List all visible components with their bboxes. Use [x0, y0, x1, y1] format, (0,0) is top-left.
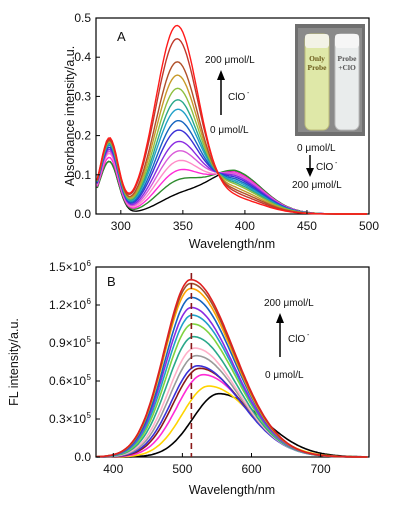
panel-a-ytick-label: 0.2: [74, 129, 91, 143]
panel-a-fall-top: 0 μmol/L: [297, 143, 336, 154]
panel-b-xtick-label: 400: [103, 462, 123, 476]
panel-a-xtick-label: 350: [173, 219, 193, 233]
panel-b-rise-bottom: 0 μmol/L: [265, 370, 304, 381]
panel-b-xtick-label: 600: [241, 462, 261, 476]
panel-a-ytick-label: 0.4: [74, 50, 91, 64]
panel-b-xtick-label: 700: [311, 462, 331, 476]
panel-b-rise-superscript: -: [307, 332, 310, 339]
panel-b-xlabel: Wavelength/nm: [189, 483, 275, 497]
panel-b-ytick-exponent: 5: [87, 411, 92, 420]
panel-a-xtick-label: 400: [235, 219, 255, 233]
panel-a-rise-reagent: ClO: [228, 92, 245, 103]
panel-b-ytick-label: 0.3×10: [49, 412, 86, 426]
panel-a-fall-arrowhead: [306, 168, 314, 177]
panel-a: A 300 350 400 450 500 0.0 0.1 0.2 0.3 0.4 0.5 Wave…: [63, 11, 379, 251]
panel-b-ytick-label: 0.6×10: [49, 374, 86, 388]
vial-left-label-1: Only: [309, 54, 325, 63]
panel-a-xtick-label: 450: [297, 219, 317, 233]
panel-b-series-13: [96, 287, 368, 458]
panel-b-frame: [95, 266, 370, 458]
vial-probe-clo: [334, 33, 360, 131]
panel-a-rise-arrowhead: [217, 70, 225, 80]
panel-b-rise-top: 200 μmol/L: [264, 298, 314, 309]
panel-b-ytick-exponent: 6: [87, 297, 92, 306]
panel-a-frame: [95, 17, 370, 215]
panel-b-ytick-exponent: 6: [87, 259, 92, 268]
panel-a-ylabel: Absorbance intensity/a.u.: [63, 46, 77, 186]
panel-a-fall-bottom: 200 μmol/L: [292, 180, 342, 191]
panel-b-ytick-exponent: 5: [87, 335, 92, 344]
panel-a-ytick-label: 0.5: [74, 11, 91, 25]
panel-a-series-15: [96, 24, 368, 215]
panel-a-ytick-label: 0.1: [74, 168, 91, 182]
panel-b-ytick-label: 0.0: [74, 450, 91, 464]
panel-b-ytick-label: 1.2×10: [49, 298, 86, 312]
vial-left-label-2: Probe: [307, 63, 327, 72]
panel-a-xtick-label: 300: [111, 219, 131, 233]
panel-b-ytick-label: 0.9×10: [49, 336, 86, 350]
panel-b-ytick-exponent: 5: [87, 373, 92, 382]
panel-a-rise-top: 200 μmol/L: [205, 55, 255, 66]
panel-a-ytick-label: 0.3: [74, 89, 91, 103]
panel-a-rise-bottom: 0 μmol/L: [210, 125, 249, 136]
panel-b-series-15: [96, 278, 368, 458]
panel-b-label: B: [107, 274, 116, 289]
panel-a-label: A: [117, 29, 126, 44]
panel-b-rise-reagent: ClO: [288, 334, 305, 345]
vial-only-probe-cap: [305, 34, 329, 48]
panel-b-rise-annotation: 200 μmol/L ClO - 0 μmol/L: [264, 298, 314, 381]
panel-a-fall-superscript: -: [335, 160, 338, 167]
panel-b-xtick-label: 500: [172, 462, 192, 476]
panel-b-rise-arrowhead: [276, 313, 284, 323]
panel-b-ytick-label: 1.5×10: [49, 260, 86, 274]
vial-only-probe: [304, 33, 330, 131]
vial-inset: Only Probe Probe +ClO: [295, 24, 365, 136]
panel-a-xtick-label: 500: [359, 219, 379, 233]
vial-probe-clo-cap: [335, 34, 359, 48]
panel-a-fall-reagent: ClO: [316, 162, 333, 173]
panel-a-rise-superscript: -: [247, 90, 250, 97]
panel-a-curves: [96, 24, 368, 215]
panel-b-curves: [96, 273, 368, 458]
panel-a-ytick-label: 0.0: [74, 207, 91, 221]
panel-a-ticks: 300 350 400 450 500 0.0 0.1 0.2 0.3 0.4 0.5: [74, 11, 379, 233]
panel-b-ylabel: FL intensity/a.u.: [7, 318, 21, 406]
panel-a-fall-annotation: 0 μmol/L ClO - 200 μmol/L: [292, 143, 342, 191]
panel-a-xlabel: Wavelength/nm: [189, 237, 275, 251]
vial-right-label-1: Probe: [337, 54, 357, 63]
vial-right-label-2: +ClO: [338, 63, 356, 72]
panel-a-rise-annotation: 200 μmol/L ClO - 0 μmol/L: [205, 55, 255, 136]
